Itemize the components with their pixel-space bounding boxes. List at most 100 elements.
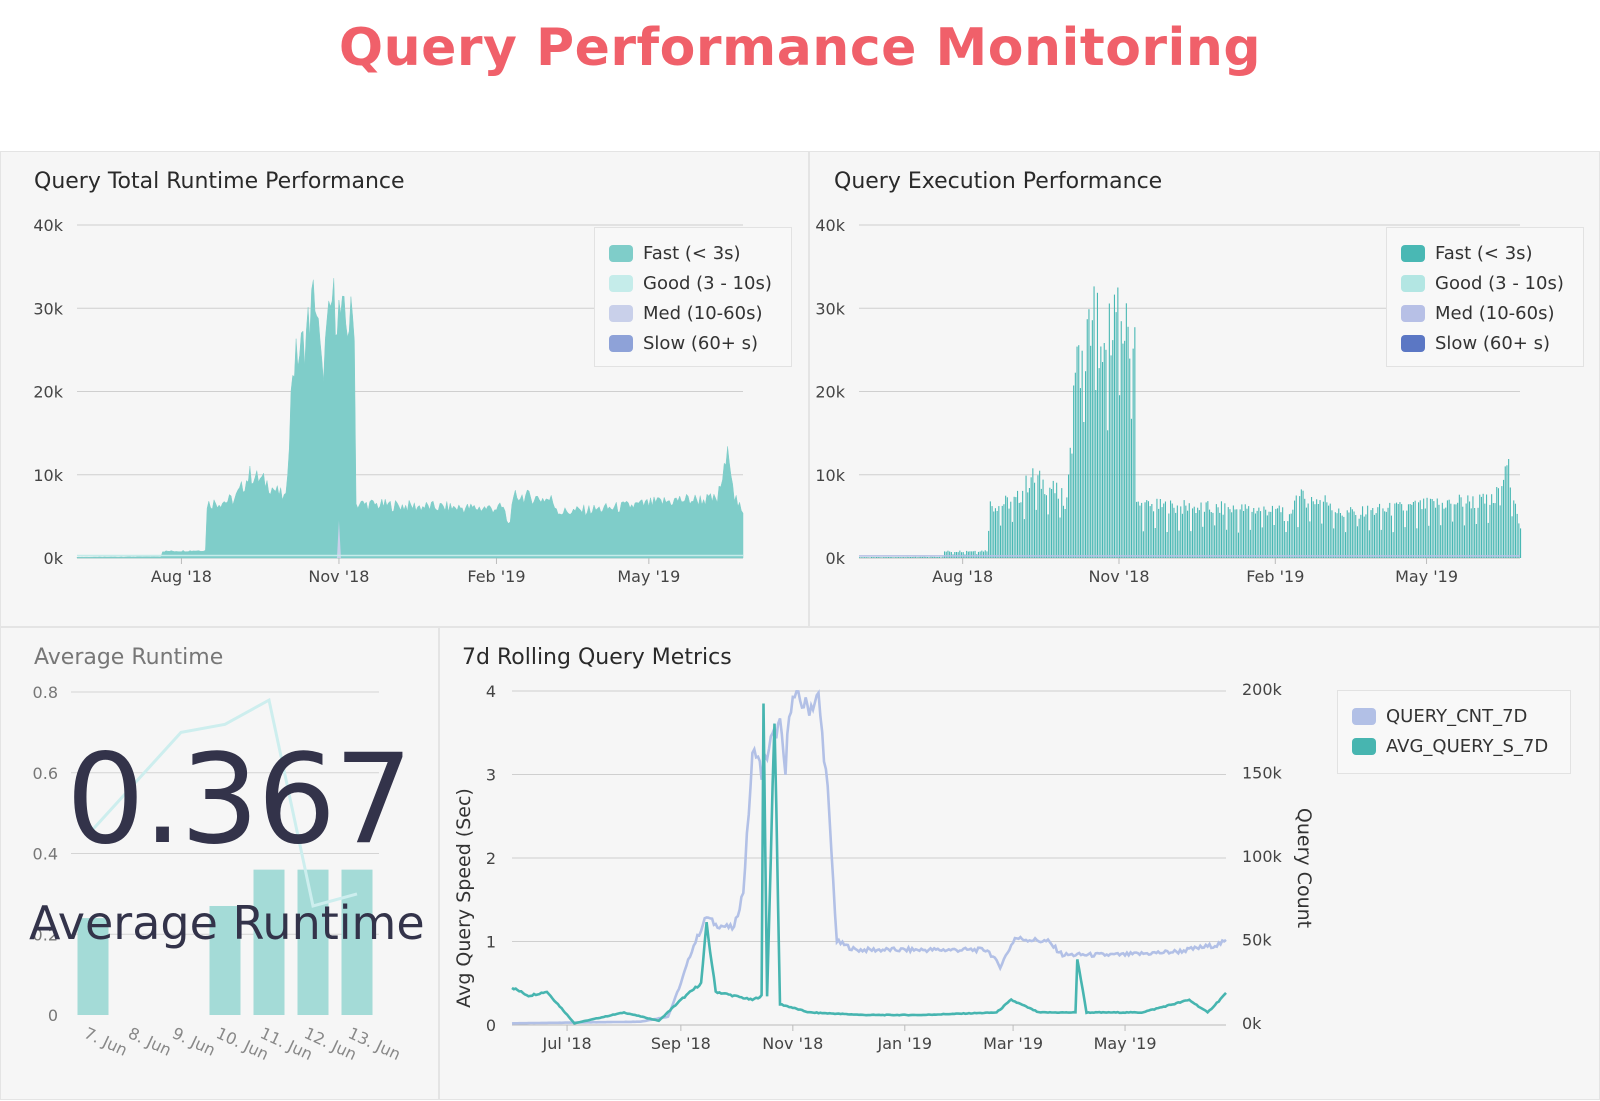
bar-fast <box>1375 513 1377 558</box>
y-tick-label: 0.8 <box>33 683 58 702</box>
bar-fast <box>904 557 906 558</box>
bar-fast <box>1390 515 1392 558</box>
legend-swatch <box>1401 244 1425 262</box>
bar-fast <box>1356 526 1358 558</box>
bar-fast <box>1275 508 1277 558</box>
legend-item-slow[interactable]: Slow (60+ s) <box>609 328 777 358</box>
panel-title: 7d Rolling Query Metrics <box>462 645 732 670</box>
bar-fast <box>1030 477 1032 558</box>
legend-item-fast[interactable]: Fast (< 3s) <box>1401 238 1569 268</box>
bar-fast <box>1110 355 1112 558</box>
bar-fast <box>1435 507 1437 558</box>
bar-fast <box>940 557 942 558</box>
legend-item-med[interactable]: Med (10-60s) <box>609 298 777 328</box>
bar-fast <box>1178 530 1180 558</box>
bar-fast <box>1079 388 1081 558</box>
bar-fast <box>1068 474 1070 558</box>
bar-fast <box>1229 509 1231 558</box>
legend-item-good[interactable]: Good (3 - 10s) <box>1401 268 1569 298</box>
legend-item-good[interactable]: Good (3 - 10s) <box>609 268 777 298</box>
bar-fast <box>1100 346 1102 558</box>
legend-item-avg-query[interactable]: AVG_QUERY_S_7D <box>1352 731 1556 761</box>
bar-fast <box>1268 511 1270 558</box>
bar-fast <box>961 552 963 558</box>
bar-fast <box>1044 494 1046 558</box>
bar-fast <box>1292 509 1294 558</box>
bar-fast <box>1176 505 1178 558</box>
bar <box>297 869 329 1015</box>
bar-fast <box>1433 501 1435 558</box>
bar-fast <box>896 557 898 558</box>
bar-fast <box>1370 510 1372 558</box>
bar-fast <box>1057 498 1059 558</box>
y-axis-title: Avg Query Speed (Sec) <box>453 788 475 1008</box>
bar-fast <box>1209 509 1211 558</box>
bar-fast <box>993 511 995 558</box>
bar-fast <box>879 557 881 558</box>
bar <box>341 869 373 1015</box>
y-tick-label: 4 <box>486 682 496 701</box>
bar-fast <box>983 551 985 558</box>
legend-label: Med (10-60s) <box>643 302 763 324</box>
bar-fast <box>903 557 905 558</box>
bar-fast <box>1285 532 1287 558</box>
bar-fast <box>1113 294 1115 558</box>
bar-fast <box>1120 321 1122 558</box>
bar-fast <box>1316 499 1318 558</box>
bar-fast <box>1163 503 1165 558</box>
bar-fast <box>1161 507 1163 558</box>
bar-fast <box>1288 514 1290 558</box>
bar-fast <box>966 550 968 558</box>
bar-fast <box>944 551 946 558</box>
bar-fast <box>1331 510 1333 558</box>
series-line-query-cnt-7d <box>511 689 1227 1025</box>
bar-fast <box>1042 479 1044 558</box>
bar-fast <box>1472 496 1474 558</box>
bar <box>209 905 241 1015</box>
y2-tick-label: 0k <box>1242 1014 1262 1033</box>
bar-fast <box>1180 506 1182 558</box>
bar-fast <box>911 557 913 558</box>
bar-fast <box>1001 505 1003 558</box>
bar-fast <box>1236 509 1238 558</box>
bar-fast <box>1358 518 1360 558</box>
bar-fast <box>1125 303 1127 558</box>
bar-fast <box>1052 480 1054 558</box>
bar-fast <box>1440 525 1442 558</box>
x-tick-label: Feb '19 <box>1246 567 1304 586</box>
legend-item-med[interactable]: Med (10-60s) <box>1401 298 1569 328</box>
x-tick-label: Sep '18 <box>651 1034 711 1053</box>
bar-fast <box>1137 501 1139 558</box>
bar-fast <box>1474 508 1476 558</box>
bar-fast <box>884 557 886 558</box>
bar-fast <box>1122 343 1124 558</box>
y2-tick-label: 150k <box>1242 764 1283 783</box>
x-tick-label: 8. Jun <box>125 1023 174 1059</box>
bar-fast <box>1277 508 1279 558</box>
bar-fast <box>886 557 888 558</box>
legend-item-query-cnt[interactable]: QUERY_CNT_7D <box>1352 701 1556 731</box>
bar-fast <box>1496 487 1498 558</box>
bar-fast <box>949 551 951 558</box>
bar-fast <box>1424 508 1426 558</box>
bar-fast <box>1025 475 1027 558</box>
series-line-avg-query-s-7d <box>511 703 1227 1025</box>
bar-fast <box>891 557 893 558</box>
legend-item-fast[interactable]: Fast (< 3s) <box>609 238 777 268</box>
bar-fast <box>1205 502 1207 558</box>
bar-fast <box>1402 510 1404 558</box>
bar-fast <box>920 556 922 558</box>
bar-fast <box>1426 497 1428 558</box>
bar-fast <box>1365 514 1367 558</box>
bar-fast <box>1051 489 1053 558</box>
legend-item-slow[interactable]: Slow (60+ s) <box>1401 328 1569 358</box>
x-tick-label: Jul '18 <box>541 1034 591 1053</box>
bar-fast <box>1516 513 1518 558</box>
bar-fast <box>1023 519 1025 558</box>
bar-fast <box>1389 502 1391 558</box>
legend-swatch <box>1401 304 1425 322</box>
bar-fast <box>1446 500 1448 558</box>
bar-fast <box>1149 506 1151 558</box>
bar-fast <box>1015 497 1017 558</box>
bar-fast <box>1384 511 1386 558</box>
